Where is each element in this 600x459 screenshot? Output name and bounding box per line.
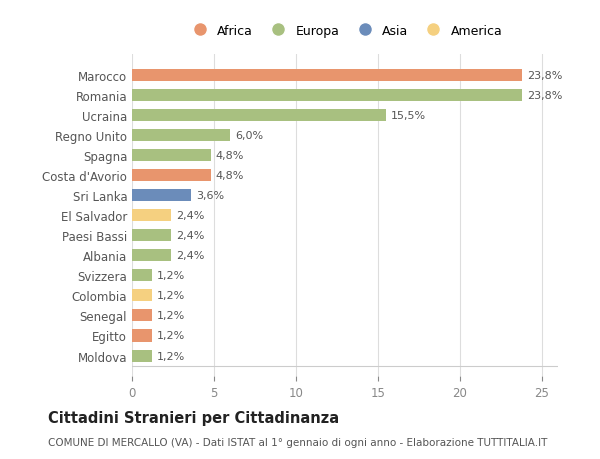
Bar (132, 70, 522, 82)
Text: 1,2%: 1,2% (157, 351, 185, 361)
Bar (132, 310, 152, 322)
Text: 4,8%: 4,8% (215, 171, 244, 181)
Text: COMUNE DI MERCALLO (VA) - Dati ISTAT al 1° gennaio di ogni anno - Elaborazione T: COMUNE DI MERCALLO (VA) - Dati ISTAT al … (48, 437, 547, 447)
Text: 1,2%: 1,2% (157, 311, 185, 321)
Text: 23,8%: 23,8% (527, 71, 562, 81)
Bar (132, 170, 211, 182)
Text: 2,4%: 2,4% (176, 211, 205, 221)
Text: 15,5%: 15,5% (391, 111, 426, 121)
Bar (132, 90, 522, 102)
Text: 2,4%: 2,4% (176, 231, 205, 241)
Bar (132, 130, 230, 142)
Text: 1,2%: 1,2% (157, 291, 185, 301)
Bar (132, 250, 172, 262)
Bar (132, 350, 152, 362)
Bar (132, 270, 152, 282)
Text: 1,2%: 1,2% (157, 331, 185, 341)
Text: 1,2%: 1,2% (157, 271, 185, 281)
Legend: Africa, Europa, Asia, America: Africa, Europa, Asia, America (182, 20, 508, 43)
Bar (132, 230, 172, 242)
Bar (132, 110, 386, 122)
Bar (132, 190, 191, 202)
Text: Cittadini Stranieri per Cittadinanza: Cittadini Stranieri per Cittadinanza (48, 410, 339, 425)
Bar (132, 290, 152, 302)
Text: 23,8%: 23,8% (527, 91, 562, 101)
Text: 6,0%: 6,0% (235, 131, 263, 141)
Bar (132, 150, 211, 162)
Bar (132, 330, 152, 342)
Bar (132, 210, 172, 222)
Text: 2,4%: 2,4% (176, 251, 205, 261)
Text: 4,8%: 4,8% (215, 151, 244, 161)
Text: 3,6%: 3,6% (196, 191, 224, 201)
